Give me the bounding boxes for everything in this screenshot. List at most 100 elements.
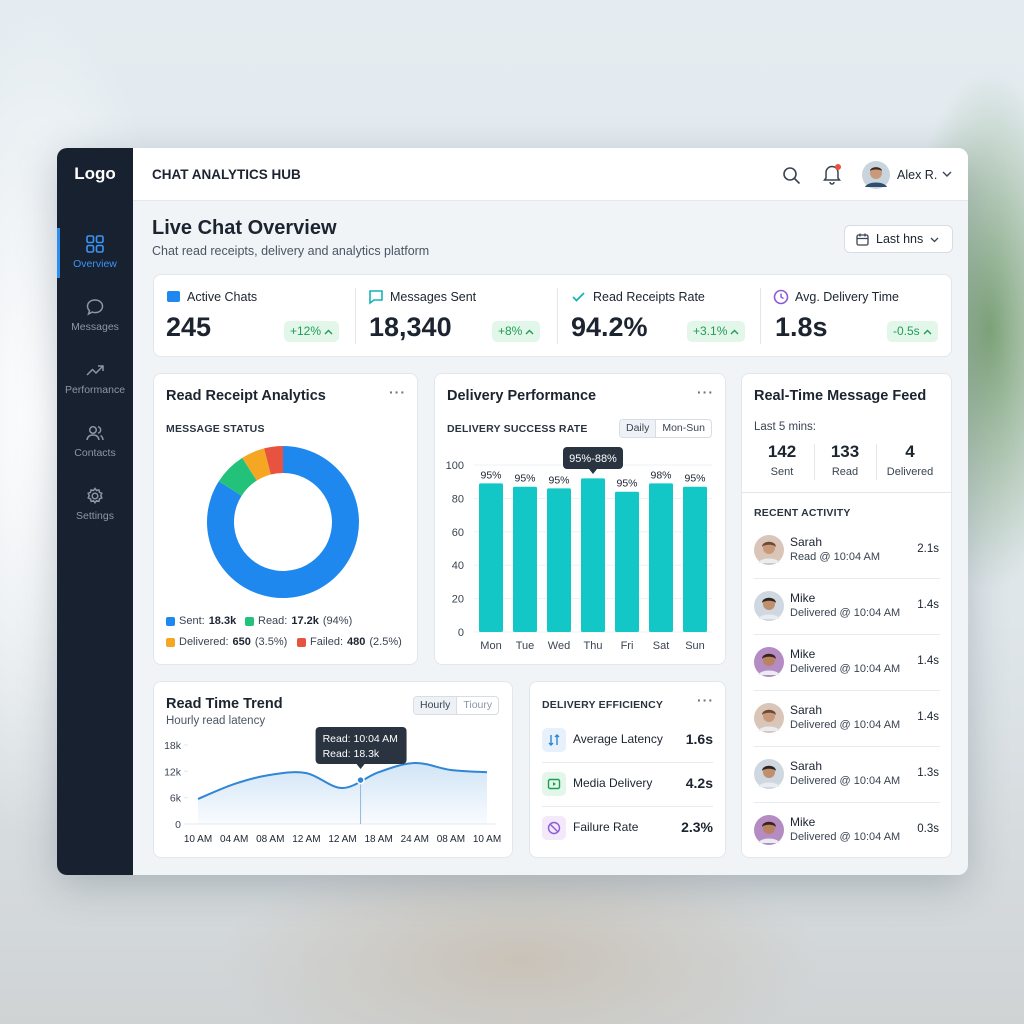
efficiency-value: 1.6s <box>685 731 713 747</box>
toggle-option[interactable]: Tioury <box>463 699 493 711</box>
legend-name: Sent: <box>179 615 205 627</box>
tooltip-text: Read: 18.3k <box>323 748 380 760</box>
efficiency-label: Media Delivery <box>573 776 653 790</box>
kpi-icon <box>369 290 383 305</box>
y-tick-label: 40 <box>452 560 464 572</box>
avatar-hair <box>762 653 776 659</box>
y-tick-label: 80 <box>452 493 464 505</box>
bar <box>615 491 639 632</box>
more-menu[interactable]: ··· <box>389 384 406 400</box>
nav-label: Settings <box>76 510 114 522</box>
nav-item[interactable]: Overview <box>57 234 133 270</box>
activity-title: RECENT ACTIVITY <box>754 507 851 519</box>
y-tick-label: 100 <box>446 460 464 472</box>
page-title: Live Chat Overview <box>152 217 337 239</box>
logo[interactable]: Logo <box>74 164 116 183</box>
kpi-value: 245 <box>166 312 212 342</box>
tooltip-text: 95%-88% <box>569 453 617 465</box>
bar-label: 95% <box>548 474 569 486</box>
bar <box>513 486 537 632</box>
kpi-label: Read Receipts Rate <box>593 290 705 304</box>
page-subtitle: Chat read receipts, delivery and analyti… <box>152 244 430 258</box>
card-title: DELIVERY EFFICIENCY <box>542 699 664 711</box>
avatar <box>754 815 784 845</box>
nav-label: Performance <box>64 384 126 396</box>
avatar-hair <box>762 765 776 771</box>
date-range-button[interactable]: Last hns <box>844 225 953 253</box>
bar <box>581 478 605 632</box>
user-name[interactable]: Alex R. <box>897 168 938 182</box>
nav-item[interactable]: Settings <box>57 486 133 522</box>
feed-name: Mike <box>790 647 816 661</box>
more-menu[interactable]: ··· <box>697 692 714 708</box>
legend-marker <box>245 616 254 626</box>
tooltip-pointer <box>356 764 365 769</box>
feed-status: Delivered @ 10:04 AM <box>790 607 901 619</box>
divider <box>542 806 713 807</box>
feed-time: 1.4s <box>917 655 939 667</box>
toggle-option[interactable]: Mon-Sun <box>662 422 705 434</box>
legend-marker <box>166 637 175 647</box>
avatar <box>754 703 784 733</box>
feed-window: Last 5 mins: <box>754 421 816 433</box>
nav-item[interactable]: Contacts <box>57 423 133 459</box>
up-arrow <box>923 329 932 334</box>
divider <box>754 690 940 691</box>
divider <box>557 288 558 344</box>
x-tick-label: Tue <box>516 640 535 652</box>
divider <box>876 444 877 480</box>
sidebar <box>57 148 133 875</box>
kpi-change: +12% <box>284 321 340 342</box>
bar-label: 95% <box>684 473 705 485</box>
x-tick-label: Sun <box>685 640 705 652</box>
x-tick-label: 12 AM <box>292 834 320 845</box>
toggle-option[interactable]: Hourly <box>414 697 458 714</box>
feed-status: Delivered @ 10:04 AM <box>790 831 901 843</box>
avatar-hair <box>762 821 776 827</box>
line <box>197 761 488 800</box>
legend-value: 17.2k <box>291 615 319 627</box>
nav-label: Overview <box>73 258 117 270</box>
avatar <box>754 535 784 565</box>
y-tick-label: 0 <box>458 627 464 639</box>
divider <box>742 492 951 493</box>
legend-marker <box>297 637 306 647</box>
efficiency-icon <box>542 728 566 752</box>
kpi-change-text: -0.5s <box>893 324 920 338</box>
nav-icon <box>86 365 104 376</box>
feed-status: Read @ 10:04 AM <box>790 551 881 563</box>
nav-item[interactable]: Messages <box>57 297 133 333</box>
bar <box>683 486 707 632</box>
efficiency-label: Average Latency <box>573 732 663 746</box>
tooltip-pointer <box>589 469 597 474</box>
feed-status: Delivered @ 10:04 AM <box>790 719 901 731</box>
divider <box>760 288 761 344</box>
feed-name: Sarah <box>790 759 823 773</box>
feed-status: Delivered @ 10:04 AM <box>790 663 901 675</box>
feed-status: Delivered @ 10:04 AM <box>790 775 901 787</box>
tooltip-box <box>563 447 623 469</box>
user-avatar[interactable] <box>862 161 890 189</box>
divider <box>355 288 356 344</box>
notification-icon[interactable] <box>822 163 842 185</box>
avatar-body <box>758 726 780 731</box>
bar-label: 95% <box>616 478 637 490</box>
card-title: Delivery Performance <box>447 388 597 404</box>
kpi-change: +3.1% <box>687 321 746 342</box>
search-icon[interactable] <box>782 166 801 185</box>
efficiency-label: Failure Rate <box>573 820 639 834</box>
avatar-body <box>758 838 780 843</box>
legend-value: 650 <box>232 636 251 648</box>
more-menu[interactable]: ··· <box>697 384 714 400</box>
feed-time: 0.3s <box>917 823 939 835</box>
efficiency-icon <box>542 772 566 796</box>
nav-item[interactable]: Performance <box>57 360 133 396</box>
toggle-option[interactable]: Daily <box>620 420 657 437</box>
legend-value: 18.3k <box>208 615 237 627</box>
stat-value: 142 <box>767 442 797 461</box>
y-tick-label: 20 <box>452 594 464 606</box>
x-tick-label: Sat <box>653 640 670 652</box>
legend-value: 480 <box>347 636 366 648</box>
legend-item: Sent: 18.3k <box>166 615 236 627</box>
nav-icon <box>86 425 104 441</box>
